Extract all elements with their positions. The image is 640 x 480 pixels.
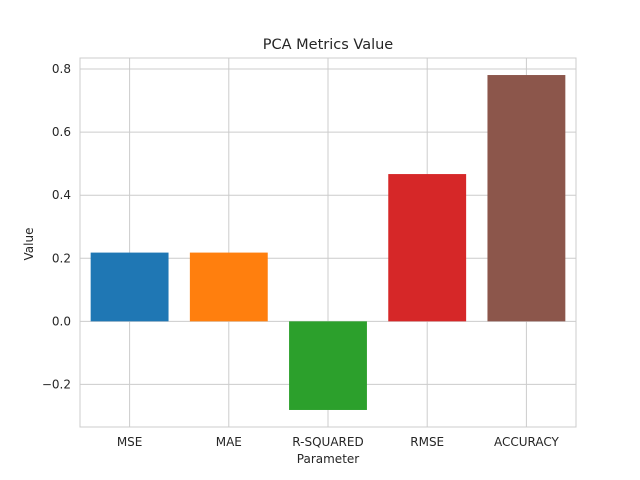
y-tick-label: 0.6 [52, 125, 71, 139]
x-tick-label: ACCURACY [494, 435, 560, 449]
x-tick-labels: MSE MAE R-SQUARED RMSE ACCURACY [117, 435, 560, 449]
x-axis-label: Parameter [297, 452, 359, 466]
bar-mse [90, 252, 169, 322]
bars [90, 75, 566, 410]
y-tick-label: 0.0 [52, 314, 71, 328]
y-tick-label: 0.8 [52, 62, 71, 76]
bar-rmse [388, 174, 467, 322]
x-tick-label: RMSE [410, 435, 444, 449]
y-tick-label: 0.2 [52, 251, 71, 265]
y-axis-label: Value [22, 228, 36, 261]
x-tick-label: MAE [216, 435, 242, 449]
plot-frame [79, 57, 577, 428]
bar-accuracy [487, 75, 566, 322]
bar-r-squared [289, 321, 367, 410]
y-tick-label: 0.4 [52, 188, 71, 202]
bar-mae [189, 252, 268, 322]
x-tick-label: MSE [117, 435, 143, 449]
chart-title: PCA Metrics Value [263, 37, 394, 53]
x-tick-label: R-SQUARED [292, 435, 363, 449]
y-tick-label: −0.2 [42, 377, 71, 391]
y-tick-labels: −0.2 0.0 0.2 0.4 0.6 0.8 [42, 62, 71, 391]
